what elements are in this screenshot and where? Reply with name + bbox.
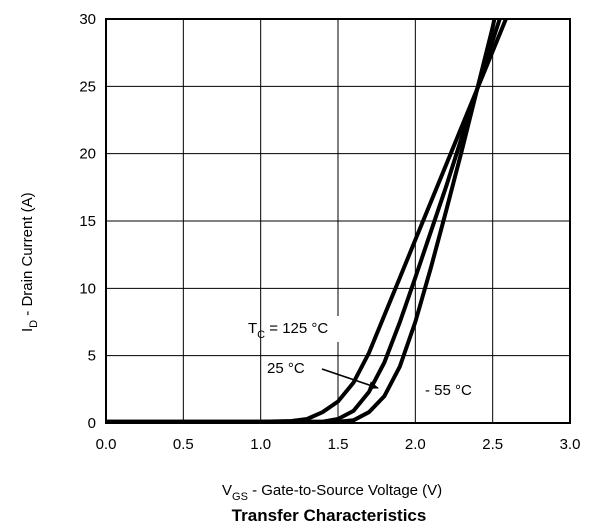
y-tick-labels: 0 5 10 15 20 25 30 bbox=[79, 11, 96, 432]
x-tick-label: 1.0 bbox=[250, 436, 271, 453]
x-axis-title: VGS - Gate-to-Source Voltage (V) bbox=[222, 482, 442, 503]
y-tick-label: 25 bbox=[79, 78, 96, 95]
x-tick-label: 0.0 bbox=[96, 436, 117, 453]
grid bbox=[106, 19, 570, 423]
annotation-tc125: TC = 125 °C bbox=[248, 320, 328, 341]
x-tick-label: 2.5 bbox=[482, 436, 503, 453]
plot-frame bbox=[105, 18, 571, 424]
x-tick-label: 2.0 bbox=[405, 436, 426, 453]
y-tick-label: 30 bbox=[79, 11, 96, 28]
x-tick-label: 0.5 bbox=[173, 436, 194, 453]
y-tick-label: 15 bbox=[79, 213, 96, 230]
series-line--55 bbox=[106, 19, 497, 423]
annotation-tc55: - 55 °C bbox=[425, 382, 472, 399]
y-axis-title: ID - Drain Current (A) bbox=[19, 192, 40, 332]
annotation-tc25-bg bbox=[263, 357, 321, 379]
y-tick-label: 10 bbox=[79, 280, 96, 297]
annotation-tc125-bg bbox=[267, 316, 352, 342]
y-tick-label: 5 bbox=[88, 348, 96, 365]
x-tick-labels: 0.0 0.5 1.0 1.5 2.0 2.5 3.0 bbox=[96, 436, 581, 453]
chart-title: Transfer Characteristics bbox=[232, 506, 427, 525]
annotation-tc55-bg bbox=[421, 378, 491, 402]
annotation-tc25-arrow bbox=[321, 368, 379, 389]
x-tick-label: 1.5 bbox=[328, 436, 349, 453]
y-tick-label: 20 bbox=[79, 146, 96, 163]
x-tick-label: 3.0 bbox=[560, 436, 581, 453]
y-tick-label: 0 bbox=[88, 415, 96, 432]
series-group bbox=[106, 19, 509, 423]
annotation-tc25: 25 °C bbox=[267, 360, 305, 377]
